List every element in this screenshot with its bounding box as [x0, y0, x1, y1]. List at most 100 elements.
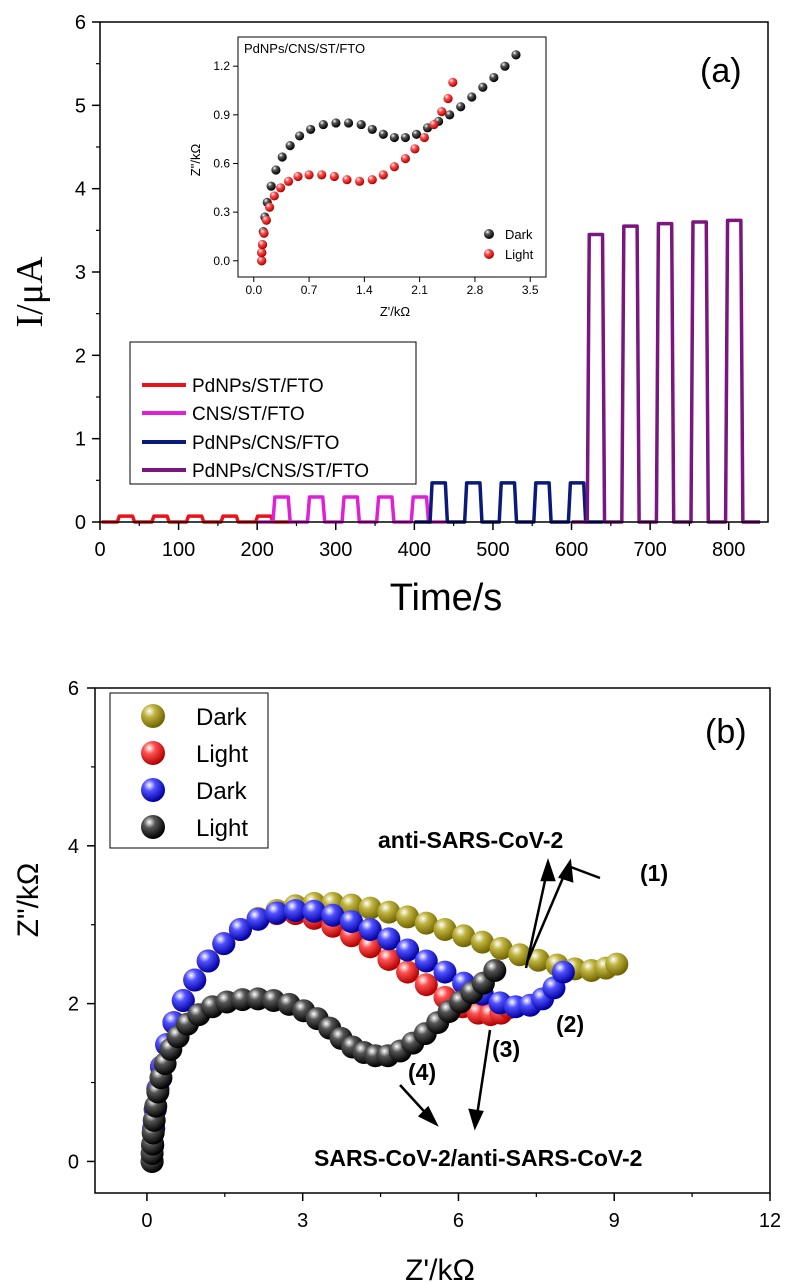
- legend-light-red-marker: [141, 741, 165, 765]
- inset-legend-light-label: Light: [505, 247, 534, 262]
- panel-b-point-series-2: [433, 960, 457, 984]
- panel-b-point-series-3: [483, 958, 507, 982]
- inset-point-dark: [277, 152, 287, 162]
- inset-point-light: [259, 228, 269, 238]
- legend-light-red-label: Light: [196, 741, 248, 768]
- annotation-curve-1: (1): [640, 860, 668, 886]
- inset-point-light: [448, 77, 458, 88]
- arrow-sars-2-head: [468, 1108, 484, 1131]
- legend-dark-blue-label: Dark: [196, 778, 248, 805]
- inset-point-dark: [367, 124, 377, 135]
- inset-point-dark: [456, 102, 466, 112]
- panel-a-x-axis-title: Time/s: [390, 577, 503, 619]
- legend-dark-olive-marker: [141, 704, 165, 728]
- inset-point-dark: [295, 131, 305, 141]
- inset-legend-light-marker: [484, 249, 494, 259]
- panel-b-point-series-1: [414, 973, 438, 997]
- arrow-sars-1-head: [417, 1105, 439, 1127]
- inset-x-tick-label: 1.4: [356, 283, 373, 297]
- inset-point-dark: [500, 61, 510, 71]
- legend-dark-olive-label: Dark: [196, 704, 248, 731]
- panel-a-y-tick-label: 3: [75, 262, 86, 284]
- inset-point-dark: [445, 110, 455, 120]
- panel-a-y-tick-label: 2: [75, 345, 86, 367]
- panel-b-point-series-2: [265, 901, 289, 925]
- inset-y-tick-label: 1.2: [213, 59, 230, 73]
- inset-title: PdNPs/CNS/ST/FTO: [244, 41, 365, 56]
- panel-b-point-series-0: [526, 948, 550, 972]
- arrow-anti-3: [526, 865, 570, 961]
- panel-a-y-tick-label: 0: [75, 512, 86, 534]
- arrow-anti-1: [524, 866, 550, 969]
- inset-point-light: [410, 144, 420, 154]
- panel-b-point-series-0: [433, 917, 457, 941]
- panel-b-y-tick-label: 4: [68, 836, 79, 858]
- panel-a-y-axis-title: I/μA: [9, 256, 51, 328]
- panel-b-point-series-1: [377, 947, 401, 971]
- inset-y-tick-label: 0.6: [213, 156, 230, 170]
- legend-label-cns-st: CNS/ST/FTO: [192, 404, 305, 425]
- inset-point-light: [293, 171, 303, 182]
- panel-a-y-tick-label: 5: [75, 95, 86, 117]
- panel-b-point-series-2: [377, 927, 401, 951]
- legend-label-pdnps-cns: PdNPs/CNS/FTO: [192, 433, 339, 454]
- inset-point-light: [400, 154, 411, 164]
- inset-x-axis-title: Z'/kΩ: [380, 304, 411, 319]
- panel-a-chart: 0 100 200 300 400 500 600 700 800 0 1 2 3 4 5 6 (a) Ti…: [9, 12, 769, 619]
- panel-b-point-series-2: [196, 949, 220, 973]
- panel-b-x-tick-label: 9: [609, 1210, 620, 1232]
- inset-point-light: [437, 106, 447, 117]
- panel-a-x-tick-label: 700: [633, 539, 666, 561]
- panel-b-x-tick-label: 3: [297, 1210, 308, 1232]
- panel-a-x-tick-label: 200: [240, 539, 273, 561]
- panel-a-x-tick-label: 0: [94, 539, 105, 561]
- inset-point-dark: [356, 119, 366, 130]
- panel-b-annotations: anti-SARS-CoV-2 SARS-CoV-2/anti-SARS-CoV…: [314, 827, 668, 1171]
- inset-point-light: [389, 162, 399, 172]
- panel-a-x-tick-label: 500: [476, 539, 509, 561]
- panel-b-y-ticks: 0 2 4 6: [68, 678, 95, 1173]
- panel-a-series-3: [571, 218, 761, 524]
- panel-b-point-series-0: [605, 952, 629, 976]
- panel-b-point-series-1: [358, 935, 382, 959]
- panel-b-point-series-0: [489, 936, 513, 960]
- inset-point-light: [378, 170, 388, 180]
- panel-b-x-tick-label: 12: [759, 1210, 781, 1232]
- annotation-curve-3: (3): [492, 1036, 520, 1062]
- inset-point-dark: [266, 181, 276, 191]
- inset-point-dark: [378, 129, 388, 139]
- panel-b-point-series-0: [452, 924, 476, 948]
- inset-point-dark: [343, 118, 354, 128]
- inset-point-dark: [411, 129, 422, 139]
- panel-a-legend: PdNPs/ST/FTO CNS/ST/FTO PdNPs/CNS/FTO Pd…: [129, 341, 417, 485]
- panel-b-point-series-2: [212, 932, 236, 956]
- panel-a-y-ticks: 0 1 2 3 4 5 6: [75, 12, 100, 534]
- panel-b-y-tick-label: 0: [68, 1151, 79, 1173]
- inset-point-light: [355, 176, 365, 186]
- legend-label-pdnps-cns-st: PdNPs/CNS/ST/FTO: [192, 461, 369, 482]
- inset-point-light: [329, 171, 339, 182]
- inset-point-light: [257, 256, 267, 266]
- panel-a-x-tick-label: 300: [319, 539, 352, 561]
- inset-point-light: [443, 94, 453, 104]
- annotation-curve-2: (2): [556, 1011, 584, 1037]
- panel-b-y-axis-title: Z"/kΩ: [12, 863, 45, 938]
- inset-point-dark: [271, 165, 281, 175]
- inset-series: [257, 50, 521, 266]
- inset-point-dark: [318, 119, 328, 130]
- panel-a-series-1: [257, 495, 446, 524]
- panel-a-label: (a): [700, 52, 742, 90]
- inset-point-light: [317, 170, 327, 180]
- inset-point-light: [283, 176, 294, 186]
- inset-point-light: [367, 175, 377, 185]
- inset-point-dark: [467, 92, 477, 102]
- panel-b-x-tick-label: 0: [141, 1210, 152, 1232]
- panel-b-point-series-2: [358, 917, 382, 941]
- panel-b-label: (b): [705, 713, 747, 751]
- inset-point-dark: [478, 82, 488, 92]
- panel-b-point-series-2: [414, 949, 438, 973]
- inset-point-dark: [285, 141, 295, 151]
- inset-y-tick-label: 0.3: [213, 205, 230, 219]
- inset-point-light: [257, 248, 267, 258]
